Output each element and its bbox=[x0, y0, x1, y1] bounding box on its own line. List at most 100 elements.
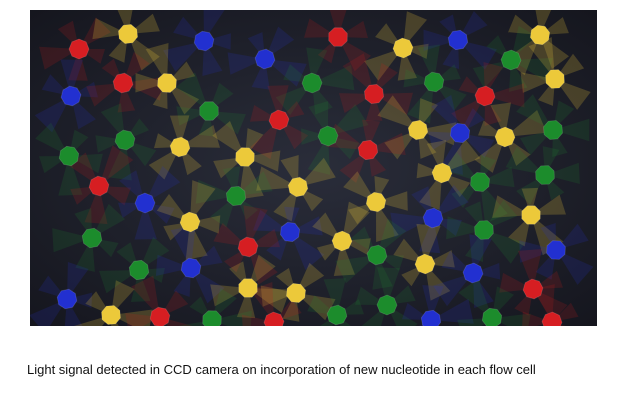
light-facet bbox=[169, 115, 190, 147]
light-facet bbox=[390, 212, 433, 238]
light-facet bbox=[361, 305, 387, 326]
light-facet bbox=[58, 156, 83, 196]
signal-spot bbox=[357, 139, 379, 161]
light-facet bbox=[312, 65, 355, 91]
light-facet bbox=[556, 250, 594, 285]
light-facet bbox=[99, 145, 134, 186]
signal-spot bbox=[522, 278, 544, 300]
light-facet bbox=[458, 278, 492, 318]
light-facet bbox=[485, 83, 525, 108]
signal-spot bbox=[500, 49, 522, 71]
light-facet bbox=[473, 273, 494, 308]
light-facet bbox=[296, 293, 336, 321]
signal-spot bbox=[225, 185, 247, 207]
light-facet bbox=[248, 247, 278, 285]
light-facet bbox=[107, 140, 132, 181]
light-facet bbox=[260, 285, 296, 307]
light-facet bbox=[458, 11, 488, 40]
light-facet bbox=[556, 223, 589, 250]
light-facet bbox=[209, 111, 246, 135]
light-facet bbox=[125, 140, 157, 167]
light-facet bbox=[384, 130, 418, 160]
light-facet bbox=[119, 170, 145, 203]
light-facet bbox=[92, 203, 126, 238]
light-facet bbox=[256, 166, 298, 191]
light-facet bbox=[68, 49, 88, 81]
signal-spot bbox=[128, 259, 150, 281]
light-facet bbox=[248, 288, 290, 313]
signal-spot bbox=[193, 30, 215, 52]
signal-spot bbox=[470, 172, 490, 192]
light-facet bbox=[520, 130, 553, 156]
light-facet bbox=[67, 262, 89, 299]
light-facet bbox=[377, 267, 400, 305]
light-facet bbox=[210, 196, 236, 228]
light-facet bbox=[99, 270, 139, 294]
signal-spot bbox=[392, 37, 414, 59]
light-facet bbox=[368, 132, 406, 156]
signal-spot bbox=[474, 85, 496, 107]
light-facet bbox=[177, 320, 212, 326]
light-facet bbox=[139, 236, 170, 270]
light-facet bbox=[275, 83, 312, 116]
light-facet bbox=[279, 120, 309, 150]
light-facet bbox=[377, 218, 407, 255]
light-facet bbox=[418, 98, 438, 130]
signal-spot bbox=[431, 162, 453, 184]
signal-spot bbox=[101, 305, 121, 325]
light-facet bbox=[148, 147, 180, 180]
light-facet bbox=[329, 10, 347, 37]
light-facet bbox=[451, 96, 485, 130]
signal-spot bbox=[366, 244, 388, 266]
signal-spot bbox=[202, 310, 222, 326]
signal-spot bbox=[169, 136, 191, 158]
light-facet bbox=[528, 37, 555, 79]
signal-spot bbox=[420, 309, 442, 326]
signal-spot bbox=[285, 282, 307, 304]
light-facet bbox=[52, 228, 92, 253]
light-facet bbox=[416, 163, 442, 179]
light-facet bbox=[175, 72, 209, 111]
signal-spot bbox=[60, 85, 82, 107]
signal-spot bbox=[449, 122, 471, 144]
light-facet bbox=[533, 289, 568, 322]
light-facet bbox=[204, 33, 231, 50]
light-facet bbox=[190, 180, 216, 222]
light-facet bbox=[212, 310, 252, 326]
light-facet bbox=[156, 194, 190, 222]
light-facet bbox=[160, 290, 189, 317]
signal-spot bbox=[179, 211, 201, 233]
light-facet bbox=[236, 288, 256, 319]
light-facet bbox=[364, 48, 403, 81]
light-facet bbox=[191, 245, 223, 268]
light-facet bbox=[472, 60, 511, 89]
light-facet bbox=[469, 234, 492, 273]
light-facet bbox=[434, 82, 467, 111]
light-facet bbox=[79, 17, 111, 49]
light-facet bbox=[545, 162, 580, 184]
light-facet bbox=[342, 201, 370, 241]
light-facet bbox=[446, 216, 484, 240]
dot-layer bbox=[56, 23, 566, 326]
light-facet bbox=[521, 187, 539, 215]
light-facet bbox=[298, 157, 336, 187]
light-facet bbox=[134, 203, 157, 240]
light-facet bbox=[135, 73, 167, 93]
light-facet bbox=[243, 205, 268, 247]
light-facet bbox=[238, 157, 264, 200]
signal-spot bbox=[328, 27, 348, 47]
signal-spot bbox=[56, 288, 78, 310]
light-facet bbox=[418, 122, 457, 146]
light-facet bbox=[290, 232, 325, 270]
signal-spot bbox=[447, 29, 469, 51]
light-facet bbox=[492, 195, 531, 218]
signal-spot bbox=[407, 119, 429, 141]
signal-spot bbox=[68, 38, 90, 60]
light-facet bbox=[111, 309, 153, 326]
light-facet bbox=[460, 133, 495, 159]
light-facet bbox=[480, 182, 508, 224]
signal-spot bbox=[58, 145, 80, 167]
light-facet bbox=[338, 37, 371, 72]
light-facet bbox=[190, 215, 221, 234]
light-facet bbox=[423, 29, 458, 51]
